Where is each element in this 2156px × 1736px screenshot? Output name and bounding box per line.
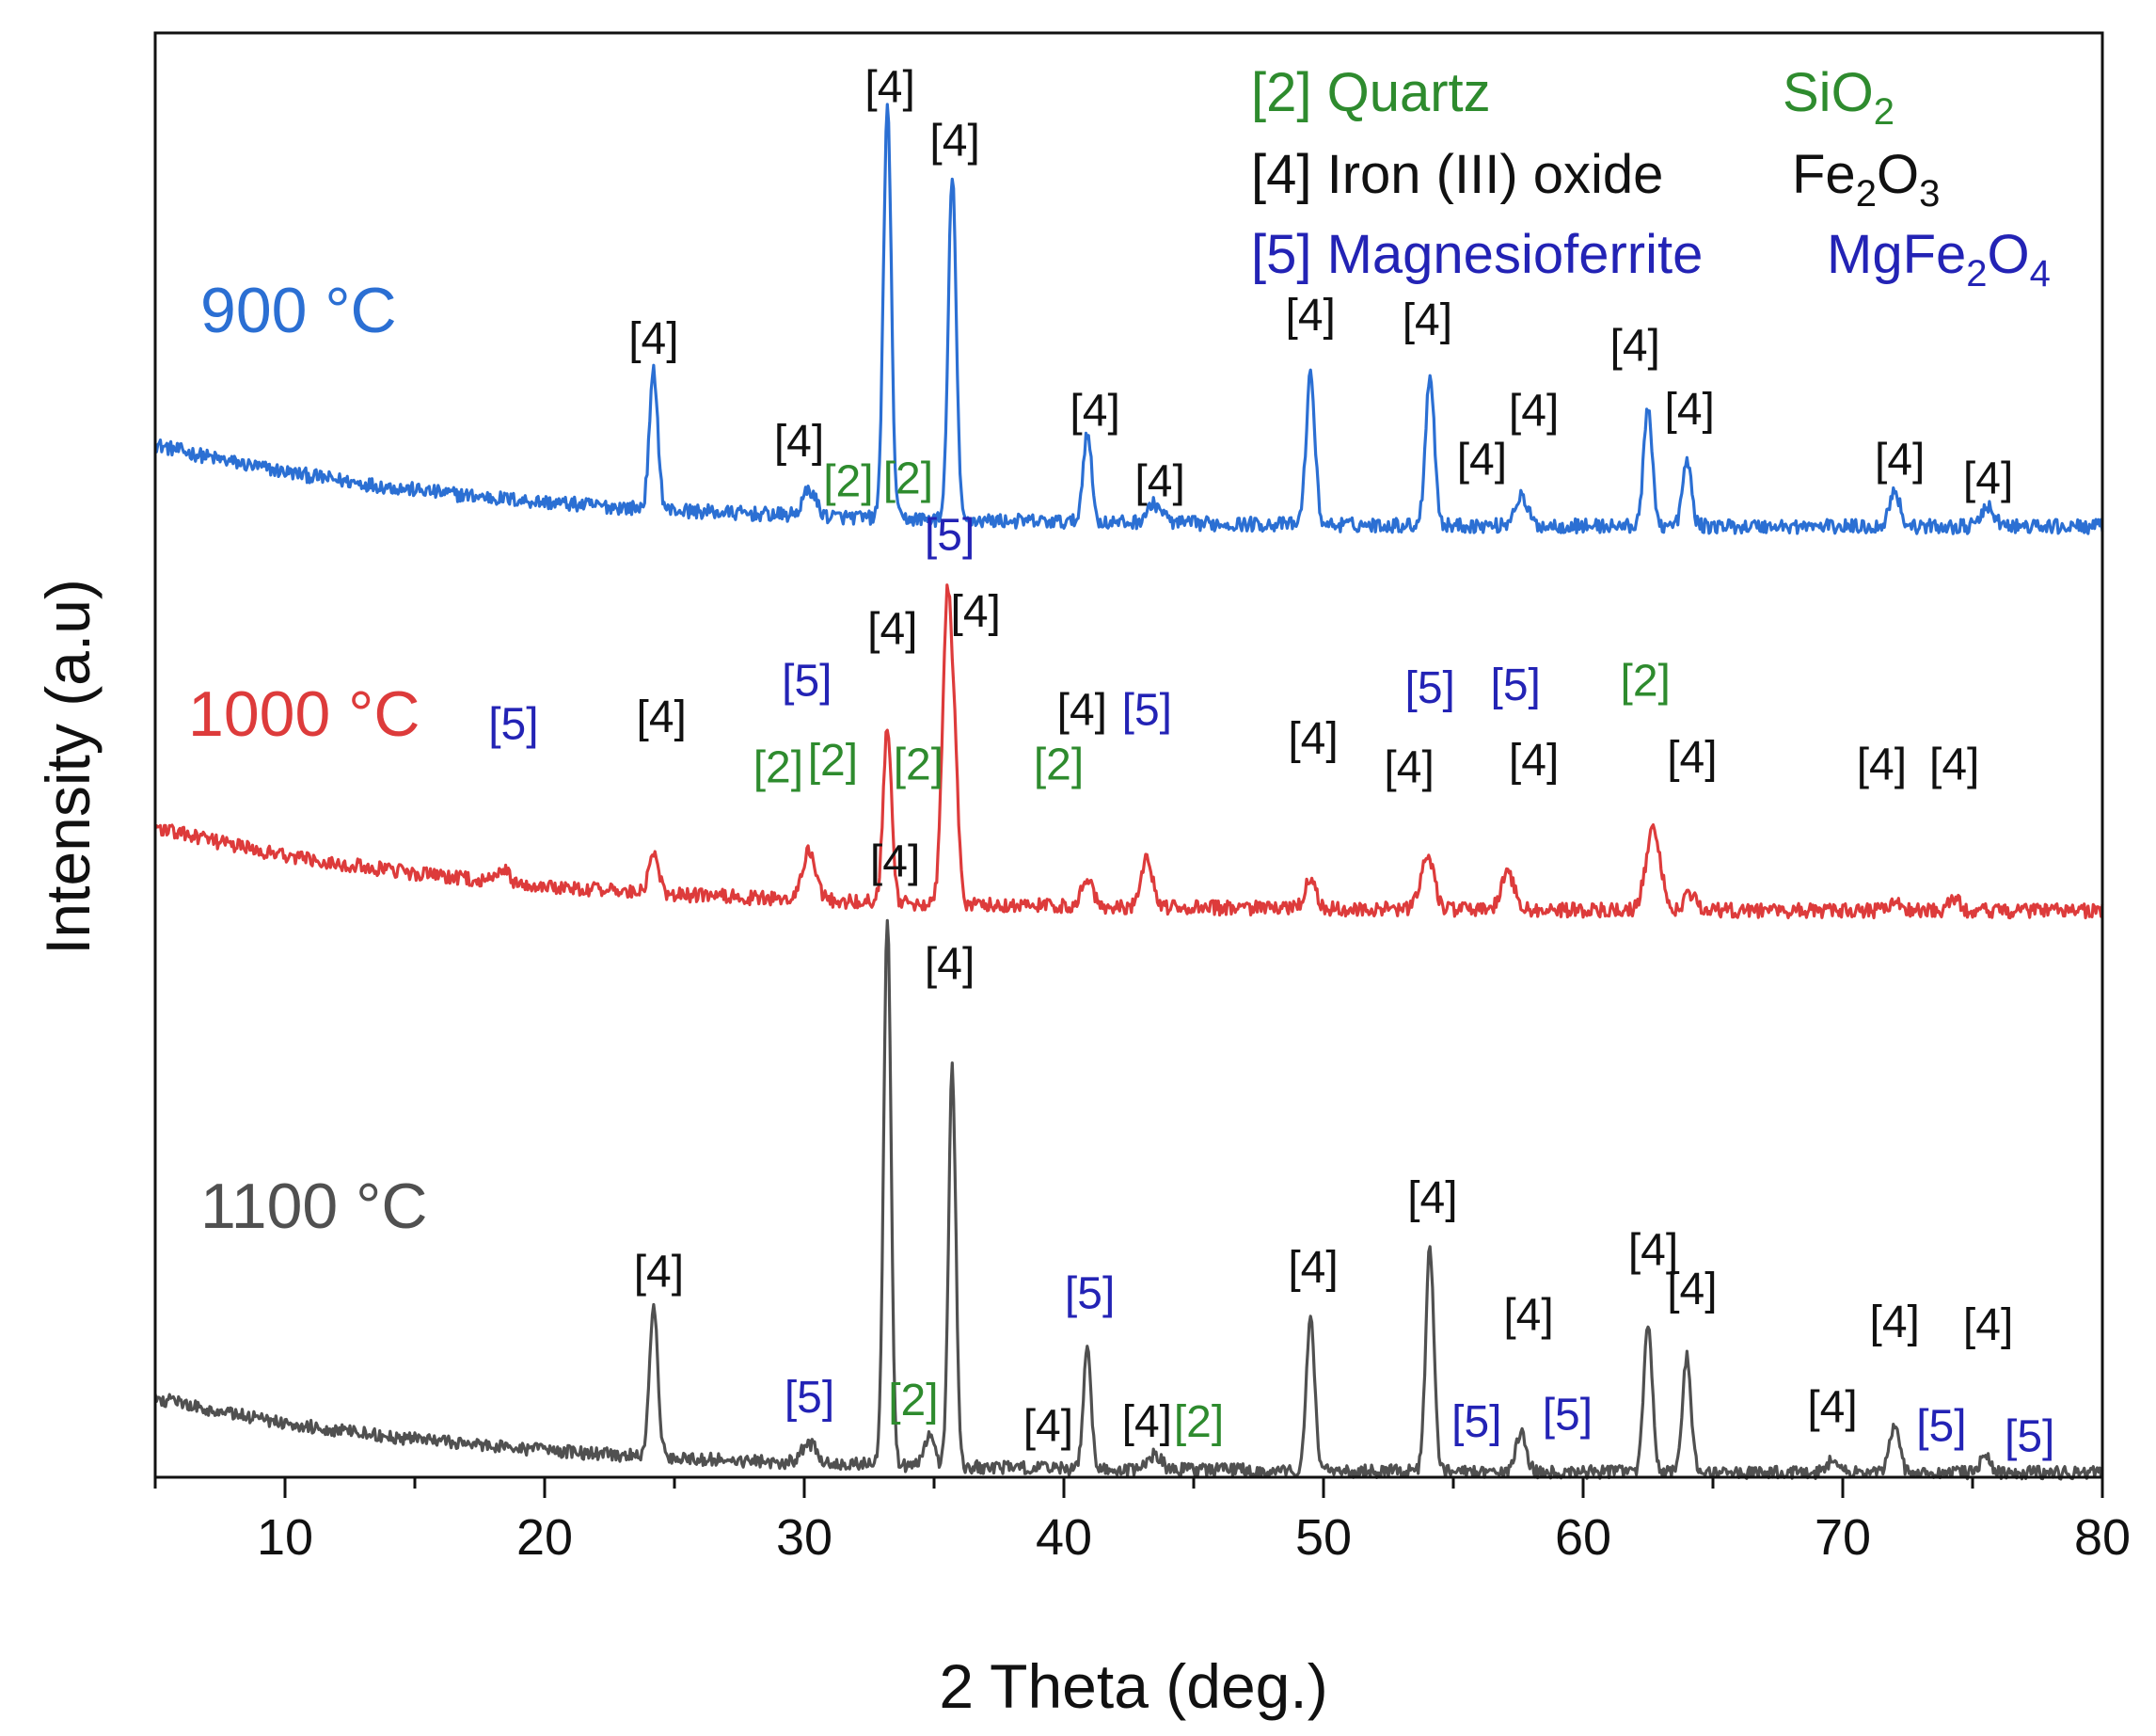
peak-annotation: [4] [1286,291,1336,341]
peak-annotation: [4] [929,117,979,167]
temperature-labels: 900 °C 1000 °C 1100 °C [188,275,427,1242]
peak-annotation: [4] [1870,1298,1920,1347]
peak-annotation: [2] [883,454,933,504]
legend-code: [4] Iron (III) oxide [1251,144,1663,205]
peak-annotation: [4] [1070,387,1119,437]
phase-legend: [2] Quartz SiO2[4] Iron (III) oxide Fe2O3[… [1251,62,2051,295]
peak-annotation: [4] [1288,714,1338,764]
peak-annotation: [4] [1134,457,1184,507]
peak-annotation: [4] [1509,736,1559,786]
peak-annotation: [5] [785,1373,834,1423]
peak-annotation: [4] [1667,733,1717,783]
peak-annotation: [2] [888,1376,938,1425]
peak-annotation: [5] [1543,1390,1593,1440]
peak-annotation: [5] [782,657,832,707]
x-tick-label-20: 20 [516,1509,573,1566]
peak-annotation: [2] [823,457,873,507]
legend-code: [5] Magnesioferrite [1251,224,1703,285]
peak-annotation: [5] [1405,663,1455,713]
peak-annotation: [4] [1665,385,1715,435]
peak-annotation: [2] [753,743,803,793]
peak-annotation: [4] [1509,387,1559,437]
legend-formula: MgFe2O4 [1827,224,2051,295]
peak-annotation: [4] [1667,1265,1717,1314]
series-label-1000c: 1000 °C [188,678,420,750]
peak-annotation: [2] [1621,657,1671,707]
peak-annotation: [4] [1457,436,1507,486]
peak-annotation: [4] [1384,743,1434,793]
legend-code: [2] Quartz [1251,62,1491,123]
peak-annotation: [4] [867,604,917,654]
peak-annotation: [5] [1491,661,1541,710]
peak-annotation: [4] [1807,1383,1857,1433]
peak-annotation: [4] [1288,1243,1338,1293]
peak-annotation: [4] [1023,1402,1073,1452]
peak-annotation: [4] [951,587,1001,637]
peak-annotation: [4] [634,1247,684,1297]
legend-formula: Fe2O3 [1792,144,1940,215]
peak-annotation: [5] [1916,1402,1966,1452]
y-axis-title: Intensity (a.u) [33,579,103,955]
peak-annotation: [4] [1122,1397,1172,1447]
peak-annotation: [4] [637,693,687,742]
series-line-1000c [153,583,2104,920]
x-tick-label-50: 50 [1295,1509,1352,1566]
peak-annotation: [4] [774,417,824,467]
peak-annotation: [2] [808,736,858,786]
peak-annotation: [4] [1963,1300,2013,1350]
x-tick-label-70: 70 [1815,1509,1871,1566]
x-tick-label-30: 30 [776,1509,832,1566]
peak-annotation: [4] [1628,1225,1678,1275]
peak-annotation: [4] [1503,1290,1553,1340]
legend-item-iron-iii-oxide: [4] Iron (III) oxide Fe2O3 [1251,144,1940,215]
legend-item-magnesioferrite: [5] Magnesioferrite MgFe2O4 [1251,224,2051,295]
peak-annotation: [2] [1174,1397,1224,1447]
peak-annotation: [4] [1875,436,1925,486]
peak-annotation: [4] [1403,295,1452,345]
x-tick-label-10: 10 [257,1509,313,1566]
series-label-900c: 900 °C [200,275,397,346]
x-tick-label-60: 60 [1555,1509,1611,1566]
peak-annotation: [5] [1065,1268,1115,1318]
x-tick-label-80: 80 [2074,1509,2131,1566]
peak-annotation: [5] [488,700,538,750]
x-axis-title: 2 Theta (deg.) [939,1651,1327,1721]
series-label-1100c: 1100 °C [200,1171,427,1242]
peak-annotation: [4] [870,836,920,886]
peak-annotation: [5] [1122,685,1172,735]
peak-annotation: [4] [628,314,678,364]
peak-annotation: [4] [1610,321,1660,371]
peak-annotations: [4][4][4][4][2] [2][4][4][4] [4][4][4][4][… [488,63,2054,1462]
peak-annotation: [2] [894,741,943,790]
x-tick-label-40: 40 [1036,1509,1092,1566]
legend-item-quartz: [2] Quartz SiO2 [1251,62,1894,133]
peak-annotation: [5] [2005,1411,2054,1461]
peak-annotation: [4] [1929,741,1979,790]
series-line-900c [154,103,2104,535]
peak-annotation: [5] [1451,1397,1501,1447]
plot-frame [153,31,2104,1479]
peak-annotation: [4] [1963,454,2013,504]
legend-formula: SiO2 [1783,62,1894,133]
peak-annotation: [4] [1407,1173,1457,1223]
peak-annotation: [4] [864,63,914,113]
peak-annotation: [4] [1857,741,1907,790]
peak-annotation: [4] [925,939,975,989]
axes: 10 20 30 40 50 60 70 80 [153,31,2131,1566]
peak-annotation: [4] [1057,685,1107,735]
peak-annotation: [2] [1034,741,1084,790]
peak-annotation: [5] [925,511,975,561]
